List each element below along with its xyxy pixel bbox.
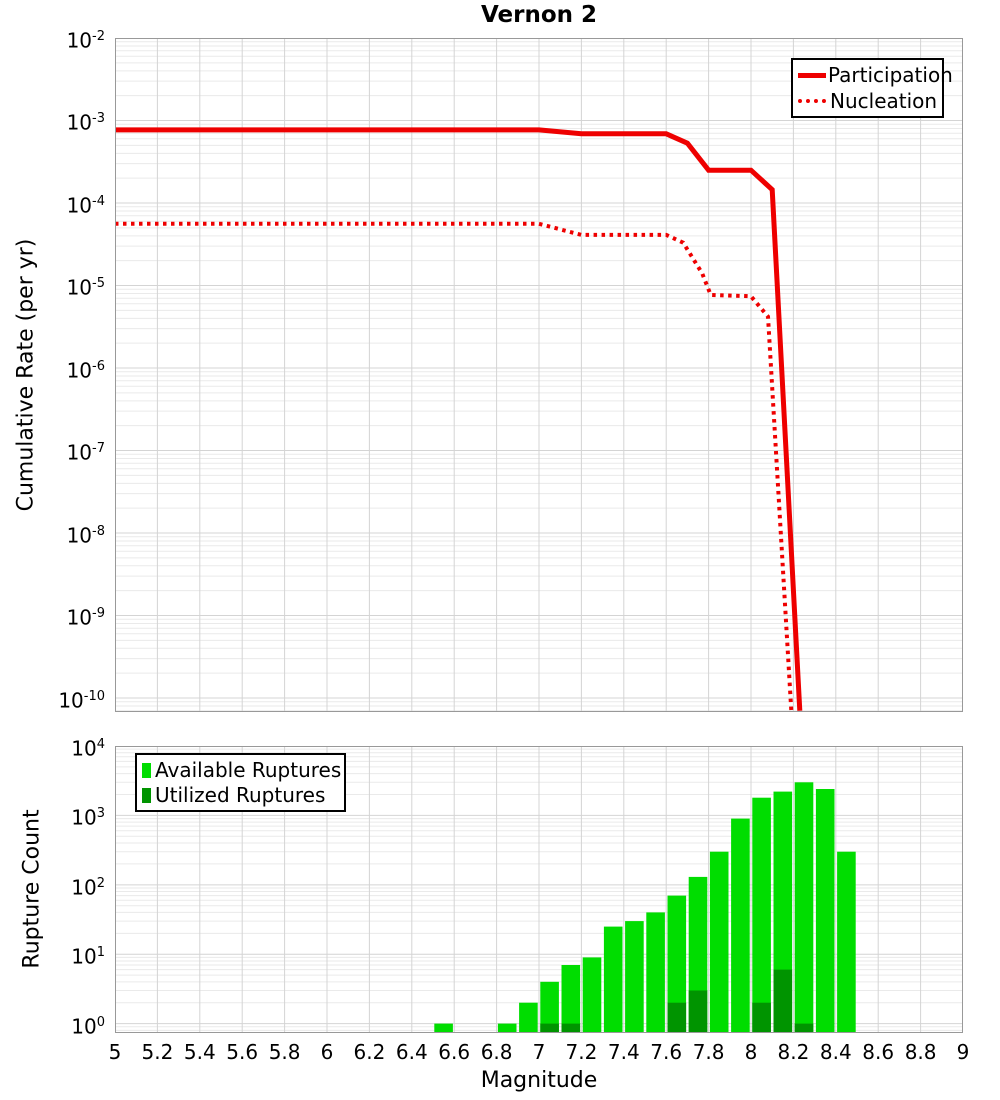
x-tick-label: 5.2 (141, 1040, 174, 1064)
x-tick-label: 6.6 (438, 1040, 471, 1064)
x-tick-label: 6 (320, 1040, 334, 1064)
count-plot-area (115, 746, 963, 1033)
available-bar (815, 789, 835, 1033)
available-bar (646, 912, 665, 1033)
x-tick-label: 7 (532, 1040, 546, 1064)
utilized-bar (773, 969, 793, 1033)
y-tick-label: 10-8 (66, 523, 105, 548)
legend-label-participation: Participation (828, 63, 953, 88)
available-bar (497, 1023, 517, 1033)
plot-frame (115, 746, 963, 1033)
participation-line-sample-icon (798, 72, 826, 78)
x-tick-label: 6.2 (353, 1040, 386, 1064)
utilized-bar (667, 1002, 687, 1033)
x-tick-label: 8 (744, 1040, 758, 1064)
x-tick-label: 8.8 (904, 1040, 937, 1064)
x-tick-label: 7.8 (692, 1040, 725, 1064)
y-tick-label: 10-3 (66, 111, 105, 136)
legend-rate: Participation Nucleation (791, 58, 953, 118)
available-bar (752, 797, 771, 1033)
utilized-bar (540, 1023, 559, 1033)
rate-plot-svg (115, 38, 963, 712)
utilized-bar (752, 1002, 771, 1033)
x-tick-label: 5.6 (226, 1040, 259, 1064)
y-tick-labels-rate: 10-2 10-3 10-4 10-5 10-6 10-7 10-8 10-9 10-10 (0, 29, 109, 713)
legend-label-utilized: Utilized Ruptures (155, 783, 326, 807)
y-tick-label: 103 (71, 806, 105, 831)
chart-title: Vernon 2 (480, 2, 598, 28)
available-bar (625, 921, 644, 1033)
y-tick-label: 10-2 (66, 28, 105, 53)
y-tick-label: 10-10 (58, 688, 105, 713)
x-tick-label: 7.2 (565, 1040, 598, 1064)
y-tick-label: 10-4 (66, 193, 105, 218)
available-swatch-icon (142, 762, 151, 778)
utilized-bar (794, 1023, 814, 1033)
utilized-bar (688, 990, 708, 1033)
available-bar (561, 965, 581, 1033)
legend-item-available: Available Ruptures (142, 758, 342, 782)
nucleation-line-sample-icon (798, 98, 826, 103)
participation-curve (115, 127, 803, 711)
y-tick-label: 10-9 (66, 606, 105, 631)
x-tick-labels: 5 5.2 5.4 5.6 5.8 6 6.2 6.4 6.6 6.8 7 7.2 7.4 7.6 7.8 8… (109, 1040, 970, 1066)
plot-frame (115, 38, 963, 712)
available-bar (667, 895, 687, 1033)
x-tick-label: 8.4 (819, 1040, 852, 1064)
legend-item-nucleation: Nucleation (798, 89, 937, 113)
y-tick-label: 102 (71, 875, 105, 900)
x-tick-label: 6.8 (480, 1040, 513, 1064)
rate-plot-area (115, 38, 963, 712)
available-bar (709, 851, 729, 1033)
y-tick-label: 10-6 (66, 358, 105, 383)
utilized-bar (561, 1023, 581, 1033)
y-tick-labels-count: 104 103 102 101 100 (0, 737, 109, 1039)
x-tick-label: 5.8 (268, 1040, 301, 1064)
legend-item-participation: Participation (798, 63, 953, 87)
available-bar (603, 926, 623, 1033)
legend-count: Available Ruptures Utilized Ruptures (135, 753, 346, 812)
x-tick-label: 8.2 (777, 1040, 810, 1064)
x-axis-title: Magnitude (480, 1068, 598, 1093)
x-tick-label: 5.4 (183, 1040, 216, 1064)
nucleation-curve (115, 221, 794, 711)
available-bar (434, 1023, 453, 1033)
x-tick-label: 7.4 (607, 1040, 640, 1064)
legend-item-utilized: Utilized Ruptures (142, 783, 339, 807)
y-tick-label: 104 (71, 736, 105, 761)
y-tick-label: 10-7 (66, 441, 105, 466)
available-bar (794, 782, 814, 1033)
available-bar (540, 981, 559, 1033)
legend-label-nucleation: Nucleation (830, 88, 938, 113)
x-tick-label: 9 (956, 1040, 970, 1064)
x-tick-label: 8.6 (862, 1040, 895, 1064)
available-bar (582, 957, 602, 1033)
x-tick-label: 6.4 (395, 1040, 428, 1064)
y-tick-label: 100 (71, 1014, 105, 1039)
y-tick-label: 101 (71, 944, 105, 969)
utilized-swatch-icon (142, 787, 151, 803)
available-bar (837, 851, 856, 1033)
available-bar (731, 818, 750, 1033)
x-tick-label: 7.6 (650, 1040, 683, 1064)
legend-label-available: Available Ruptures (155, 758, 342, 782)
x-tick-label: 5 (108, 1040, 122, 1064)
available-bar (519, 1002, 538, 1033)
count-plot-svg (115, 746, 963, 1033)
y-tick-label: 10-5 (66, 276, 105, 301)
